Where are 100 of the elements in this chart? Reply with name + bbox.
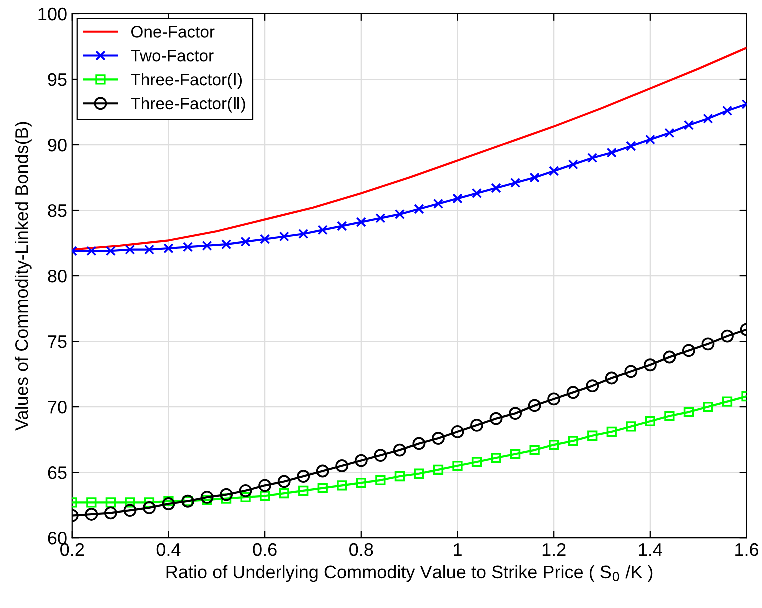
y-axis-title: Values of Commodity-Linked Bonds(B) [15, 122, 32, 431]
point [528, 399, 542, 412]
point [240, 236, 251, 248]
point [682, 344, 696, 358]
point [684, 120, 694, 130]
point [510, 449, 521, 460]
point [164, 496, 174, 506]
point [124, 504, 137, 518]
line-series [72, 47, 747, 251]
point [490, 412, 503, 426]
point [588, 430, 598, 441]
point [433, 464, 444, 476]
point [530, 172, 540, 183]
point [452, 460, 463, 472]
point [394, 209, 406, 220]
legend-label: Two-Factor [131, 50, 214, 62]
point [548, 392, 561, 406]
point [336, 460, 349, 472]
point [202, 495, 212, 506]
point [258, 479, 272, 492]
point [221, 494, 232, 504]
point [414, 468, 424, 479]
point [374, 449, 388, 462]
point [143, 501, 156, 514]
point [606, 148, 617, 158]
point [432, 432, 445, 445]
point [221, 240, 232, 250]
point [104, 506, 118, 520]
point [394, 471, 406, 482]
legend-label: One-Factor [132, 26, 215, 38]
point [260, 491, 270, 502]
point [318, 225, 328, 236]
point [470, 418, 484, 432]
point [626, 422, 636, 432]
point [298, 486, 309, 496]
x-tick-label: 0.6 [253, 543, 277, 556]
point [566, 386, 580, 400]
point [125, 244, 136, 255]
y-tick-label: 95 [48, 73, 67, 86]
point [568, 160, 578, 170]
point [491, 453, 502, 464]
point [722, 396, 733, 407]
point [626, 141, 636, 152]
point [220, 488, 233, 502]
point [605, 372, 618, 385]
y-tick-label: 90 [48, 138, 67, 152]
point [202, 240, 212, 251]
x-tick-label: 0.8 [350, 543, 374, 556]
point [318, 483, 328, 494]
point [278, 475, 291, 488]
point [645, 134, 656, 145]
point [200, 491, 214, 504]
point [86, 498, 97, 508]
point [162, 498, 176, 510]
point [684, 407, 694, 418]
point [260, 234, 270, 244]
point [85, 508, 98, 521]
point [530, 445, 540, 456]
point [644, 358, 657, 372]
legend-label: Three-Factor(Ⅰ) [131, 73, 242, 89]
y-tick-label: 75 [48, 336, 67, 348]
point [356, 217, 366, 228]
y-tick-label: 80 [48, 270, 67, 283]
x-tick-label: 0.4 [156, 543, 181, 556]
point [549, 166, 560, 176]
point [412, 437, 426, 450]
point [376, 475, 386, 486]
point [279, 488, 290, 499]
point [144, 244, 155, 255]
point [721, 330, 734, 343]
y-tick-label: 70 [48, 400, 67, 414]
point [451, 425, 464, 438]
point [624, 365, 638, 378]
point [164, 243, 174, 254]
point [509, 407, 522, 420]
point [472, 457, 482, 468]
point [414, 204, 424, 214]
point [606, 426, 617, 438]
point [144, 498, 155, 508]
point [297, 470, 310, 483]
x-tick-label: 0.2 [60, 543, 84, 556]
y-tick-label: 60 [48, 532, 67, 545]
x-tick-label: 1.4 [639, 544, 662, 556]
point [722, 106, 733, 116]
point [182, 242, 194, 252]
x-tick-label: 1.6 [736, 543, 759, 556]
point [664, 411, 675, 422]
point [86, 246, 97, 256]
point [433, 198, 444, 210]
y-tick-label: 100 [38, 8, 67, 21]
y-tick-label: 85 [48, 204, 67, 218]
x-axis-title: Ratio of Underlying Commodity Value to Strike Price ( S$_{0}$ /K ) [166, 565, 653, 582]
point [702, 338, 715, 351]
point [452, 194, 463, 204]
point [703, 114, 714, 124]
point [356, 478, 366, 488]
point [549, 440, 560, 450]
point [510, 178, 521, 188]
point [279, 232, 290, 242]
point [663, 350, 676, 364]
